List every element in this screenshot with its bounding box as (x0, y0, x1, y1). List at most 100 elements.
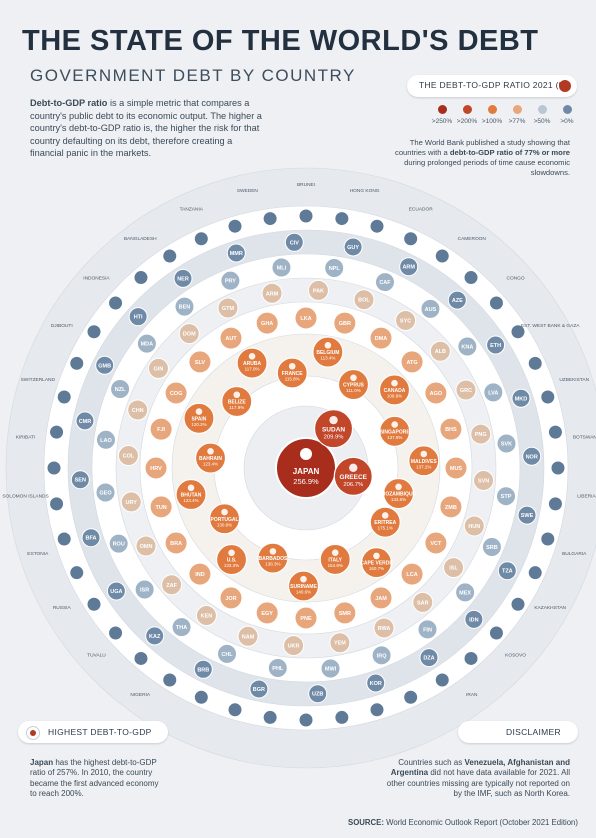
country-bubble (149, 495, 173, 519)
country-dot (527, 565, 543, 581)
country-value: 138.3% (265, 562, 280, 567)
legend-swatch (437, 105, 447, 114)
country-label: SOLOMON ISLANDS (2, 493, 48, 499)
country-bubble (517, 505, 537, 525)
country-dot (550, 460, 566, 476)
country-code: RWA (378, 626, 391, 632)
country-bubble (313, 409, 354, 449)
country-code: ZAF (166, 583, 177, 589)
country-code: STP (501, 494, 512, 500)
country-bubble (161, 574, 183, 596)
country-value: 137.9% (387, 435, 402, 440)
country-bubble (333, 311, 357, 335)
country-bubble (219, 326, 243, 350)
country-dot (510, 596, 526, 612)
country-bubble (443, 557, 465, 579)
legend-label: >100% (481, 118, 503, 125)
country-bubble (417, 619, 438, 640)
country-bubble (369, 586, 393, 610)
country-bubble (194, 442, 227, 474)
country-code: SVK (501, 441, 512, 447)
country-dot (262, 709, 278, 725)
country-dot (488, 295, 504, 311)
country-dot (86, 596, 102, 612)
country-code: GRC (460, 388, 472, 394)
disclaimer-bold: Venezuela, Afghanistan and Argentina (390, 758, 570, 778)
country-bubble (136, 333, 157, 354)
country-bubble (95, 429, 116, 450)
country-code: BOL (358, 298, 370, 304)
country-code: TZA (502, 569, 513, 575)
legend-label: >200% (456, 118, 478, 125)
country-bubble (324, 257, 345, 278)
country-bubble (457, 336, 478, 357)
country-bubble (188, 562, 212, 586)
country-bubble (236, 347, 268, 379)
world-bank-note: The World Bank published a study showing… (392, 138, 570, 178)
country-value: 130.8% (217, 522, 232, 527)
country-value: 117.0% (245, 367, 260, 372)
country-code: ARM (266, 291, 279, 297)
country-bubble (470, 423, 492, 445)
country-bubble (249, 679, 269, 699)
legend-swatch (562, 105, 572, 114)
country-bubble (220, 270, 241, 291)
country-bubble (319, 543, 351, 576)
flag-icon (207, 447, 214, 455)
country-bubble (333, 456, 373, 496)
country-dot (463, 270, 479, 286)
country-code: YEM (334, 641, 346, 647)
country-code: COL (123, 454, 135, 460)
country-value: 137.2% (416, 464, 431, 469)
country-code: UKR (288, 644, 300, 650)
country-bubble (382, 477, 415, 510)
country-bubble (120, 491, 142, 513)
country-bubble (217, 297, 239, 319)
legend-item: >100% (480, 105, 504, 125)
country-value: 115.8% (285, 376, 300, 381)
country-bubble (308, 684, 328, 704)
country-bubble (373, 617, 395, 639)
country-code: TUN (155, 505, 166, 511)
country-code: UGA (110, 589, 122, 595)
country-value: 206.7% (343, 482, 363, 488)
country-code: BHS (445, 427, 457, 433)
country-code: BRA (170, 541, 182, 547)
country-dot (227, 218, 243, 234)
country-bubble (221, 385, 253, 418)
country-value: 123.4% (203, 462, 218, 467)
country-dot (369, 702, 385, 718)
country-dot (193, 231, 209, 247)
country-name: CANADA (384, 388, 406, 394)
country-bubble (95, 482, 116, 503)
country-dot (547, 496, 563, 512)
country-code: BEN (179, 305, 191, 311)
country-bubble (447, 290, 467, 310)
highest-debt-label: HIGHEST DEBT-TO-GDP (48, 727, 152, 737)
country-code: VCT (430, 541, 442, 547)
country-code: DOM (183, 332, 196, 338)
country-dot (298, 208, 314, 224)
legend-label: >0% (560, 118, 574, 125)
country-bubble (511, 388, 531, 408)
country-bubble (110, 379, 131, 400)
country-bubble (283, 635, 305, 657)
country-code: ISL (449, 566, 458, 572)
country-bubble (353, 289, 375, 311)
country-bubble (195, 605, 217, 627)
country-dot (108, 295, 124, 311)
legend-swatch (487, 105, 497, 114)
flag-icon (391, 421, 399, 428)
country-value: 111.0% (346, 388, 361, 393)
country-bubble (366, 673, 386, 693)
country-bubble (106, 581, 126, 601)
highlight-marker-icon (26, 726, 40, 740)
country-label: BANGLADESH (124, 236, 157, 242)
country-bubble (424, 531, 448, 555)
country-bubble (419, 648, 439, 668)
country-label: HONG KONG (350, 188, 380, 194)
country-code: IRQ (377, 653, 388, 659)
country-bubble (522, 446, 542, 466)
legend-item: >0% (555, 105, 579, 125)
